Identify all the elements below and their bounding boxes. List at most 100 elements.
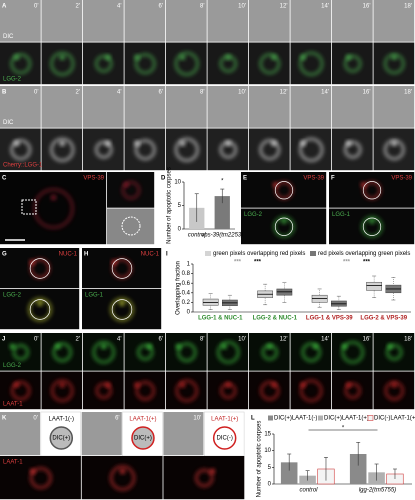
- cell-signal: [274, 181, 294, 200]
- label: G: [2, 252, 7, 258]
- label: 0': [34, 4, 38, 10]
- label: LGG-2 & NUC-1: [253, 316, 298, 322]
- label: 0.4: [182, 290, 191, 296]
- cell-signal: [30, 468, 36, 474]
- micrograph: [41, 42, 83, 85]
- cell-signal: [121, 181, 141, 200]
- cell-signal: [135, 53, 156, 74]
- cell-signal: [341, 341, 364, 364]
- label: 5: [178, 203, 182, 209]
- micrograph: [41, 0, 83, 42]
- label: 12': [280, 337, 288, 343]
- micrograph: [166, 333, 207, 371]
- micrograph: [332, 86, 373, 128]
- cell-signal: [271, 382, 277, 388]
- micrograph: [107, 208, 155, 245]
- outline: [111, 299, 133, 320]
- micrograph: [83, 0, 124, 42]
- micrograph: [124, 86, 166, 128]
- micrograph: [81, 456, 163, 500]
- label: *: [221, 179, 224, 185]
- outline: [29, 299, 51, 320]
- label: VPS-39: [83, 176, 104, 182]
- micrograph: [207, 333, 249, 371]
- label: 0': [33, 416, 37, 422]
- cell-signal: [387, 343, 393, 349]
- cell-signal: [346, 382, 352, 388]
- label: LAAT-1: [3, 460, 23, 466]
- micrograph: [290, 128, 332, 171]
- cell-signal: [101, 343, 107, 349]
- label: LGG-2: [3, 77, 22, 83]
- label: *: [342, 426, 345, 432]
- cell-signal: [92, 341, 115, 364]
- micrograph: [107, 172, 155, 208]
- micrograph: [332, 371, 373, 410]
- label: NUC-1: [59, 252, 78, 258]
- label: 10': [238, 337, 246, 343]
- label: 14': [321, 90, 329, 96]
- cell-signal: [50, 51, 75, 76]
- cell-signal: [174, 137, 199, 162]
- micrograph: [124, 0, 166, 42]
- micrograph: [332, 42, 373, 85]
- label: 14': [321, 337, 329, 343]
- cell-signal: [29, 258, 51, 279]
- label: C: [2, 176, 7, 182]
- label: E: [243, 176, 247, 182]
- label: vps-39(tm2253): [201, 233, 243, 239]
- micrograph: [0, 172, 107, 245]
- micrograph: [290, 0, 332, 42]
- label: DIC(+)LAAT-1(-): [274, 416, 317, 422]
- cell-signal: [134, 140, 140, 146]
- micrograph: [249, 0, 290, 42]
- micrograph: [332, 333, 373, 371]
- cell-signal: [267, 343, 273, 349]
- micrograph: [249, 42, 290, 85]
- cell-signal: [14, 382, 20, 388]
- cell-signal: [119, 300, 125, 306]
- label: 0.2: [182, 300, 191, 306]
- label: 6': [115, 416, 119, 422]
- label: LGG-1: [332, 212, 351, 218]
- label: control: [188, 233, 207, 239]
- label: I: [166, 252, 168, 258]
- micrograph: [166, 0, 207, 42]
- cell-signal: [225, 382, 231, 388]
- label: LGG-1 & NUC-1: [198, 316, 243, 322]
- outline: [29, 258, 51, 279]
- micrograph: [373, 333, 415, 371]
- micrograph: [290, 42, 332, 85]
- cell-signal: [110, 297, 134, 322]
- label: green pixels overlapping red pixels: [213, 251, 305, 257]
- micrograph: [163, 456, 245, 500]
- micrograph: [207, 371, 249, 410]
- cell-signal: [177, 342, 197, 362]
- label: J: [2, 337, 5, 343]
- micrograph: [373, 371, 415, 410]
- cell-signal: [271, 54, 277, 60]
- micrograph: [249, 128, 290, 171]
- bar: [214, 196, 230, 229]
- micrograph: [83, 42, 124, 85]
- label: 0': [34, 90, 38, 96]
- label: LGG-2: [3, 363, 22, 369]
- micrograph: [166, 371, 207, 410]
- cell-signal: [51, 379, 74, 402]
- label: 0: [268, 482, 272, 488]
- label: 1: [187, 262, 191, 268]
- label: LGG-1 & VPS-39: [306, 316, 353, 322]
- label: red pixels overlapping green pixels: [318, 251, 410, 257]
- micrograph: [290, 86, 332, 128]
- label: DIC(+)LAAT-1(+): [324, 416, 369, 422]
- micrograph: [41, 333, 83, 371]
- cell-signal: [37, 300, 43, 306]
- cell-signal: [281, 218, 287, 224]
- cell-signal: [14, 140, 20, 146]
- cell-signal: [120, 468, 126, 474]
- micrograph: [41, 371, 83, 410]
- label: K: [2, 416, 7, 422]
- micrograph: [249, 86, 290, 128]
- legend-swatch: [367, 415, 374, 421]
